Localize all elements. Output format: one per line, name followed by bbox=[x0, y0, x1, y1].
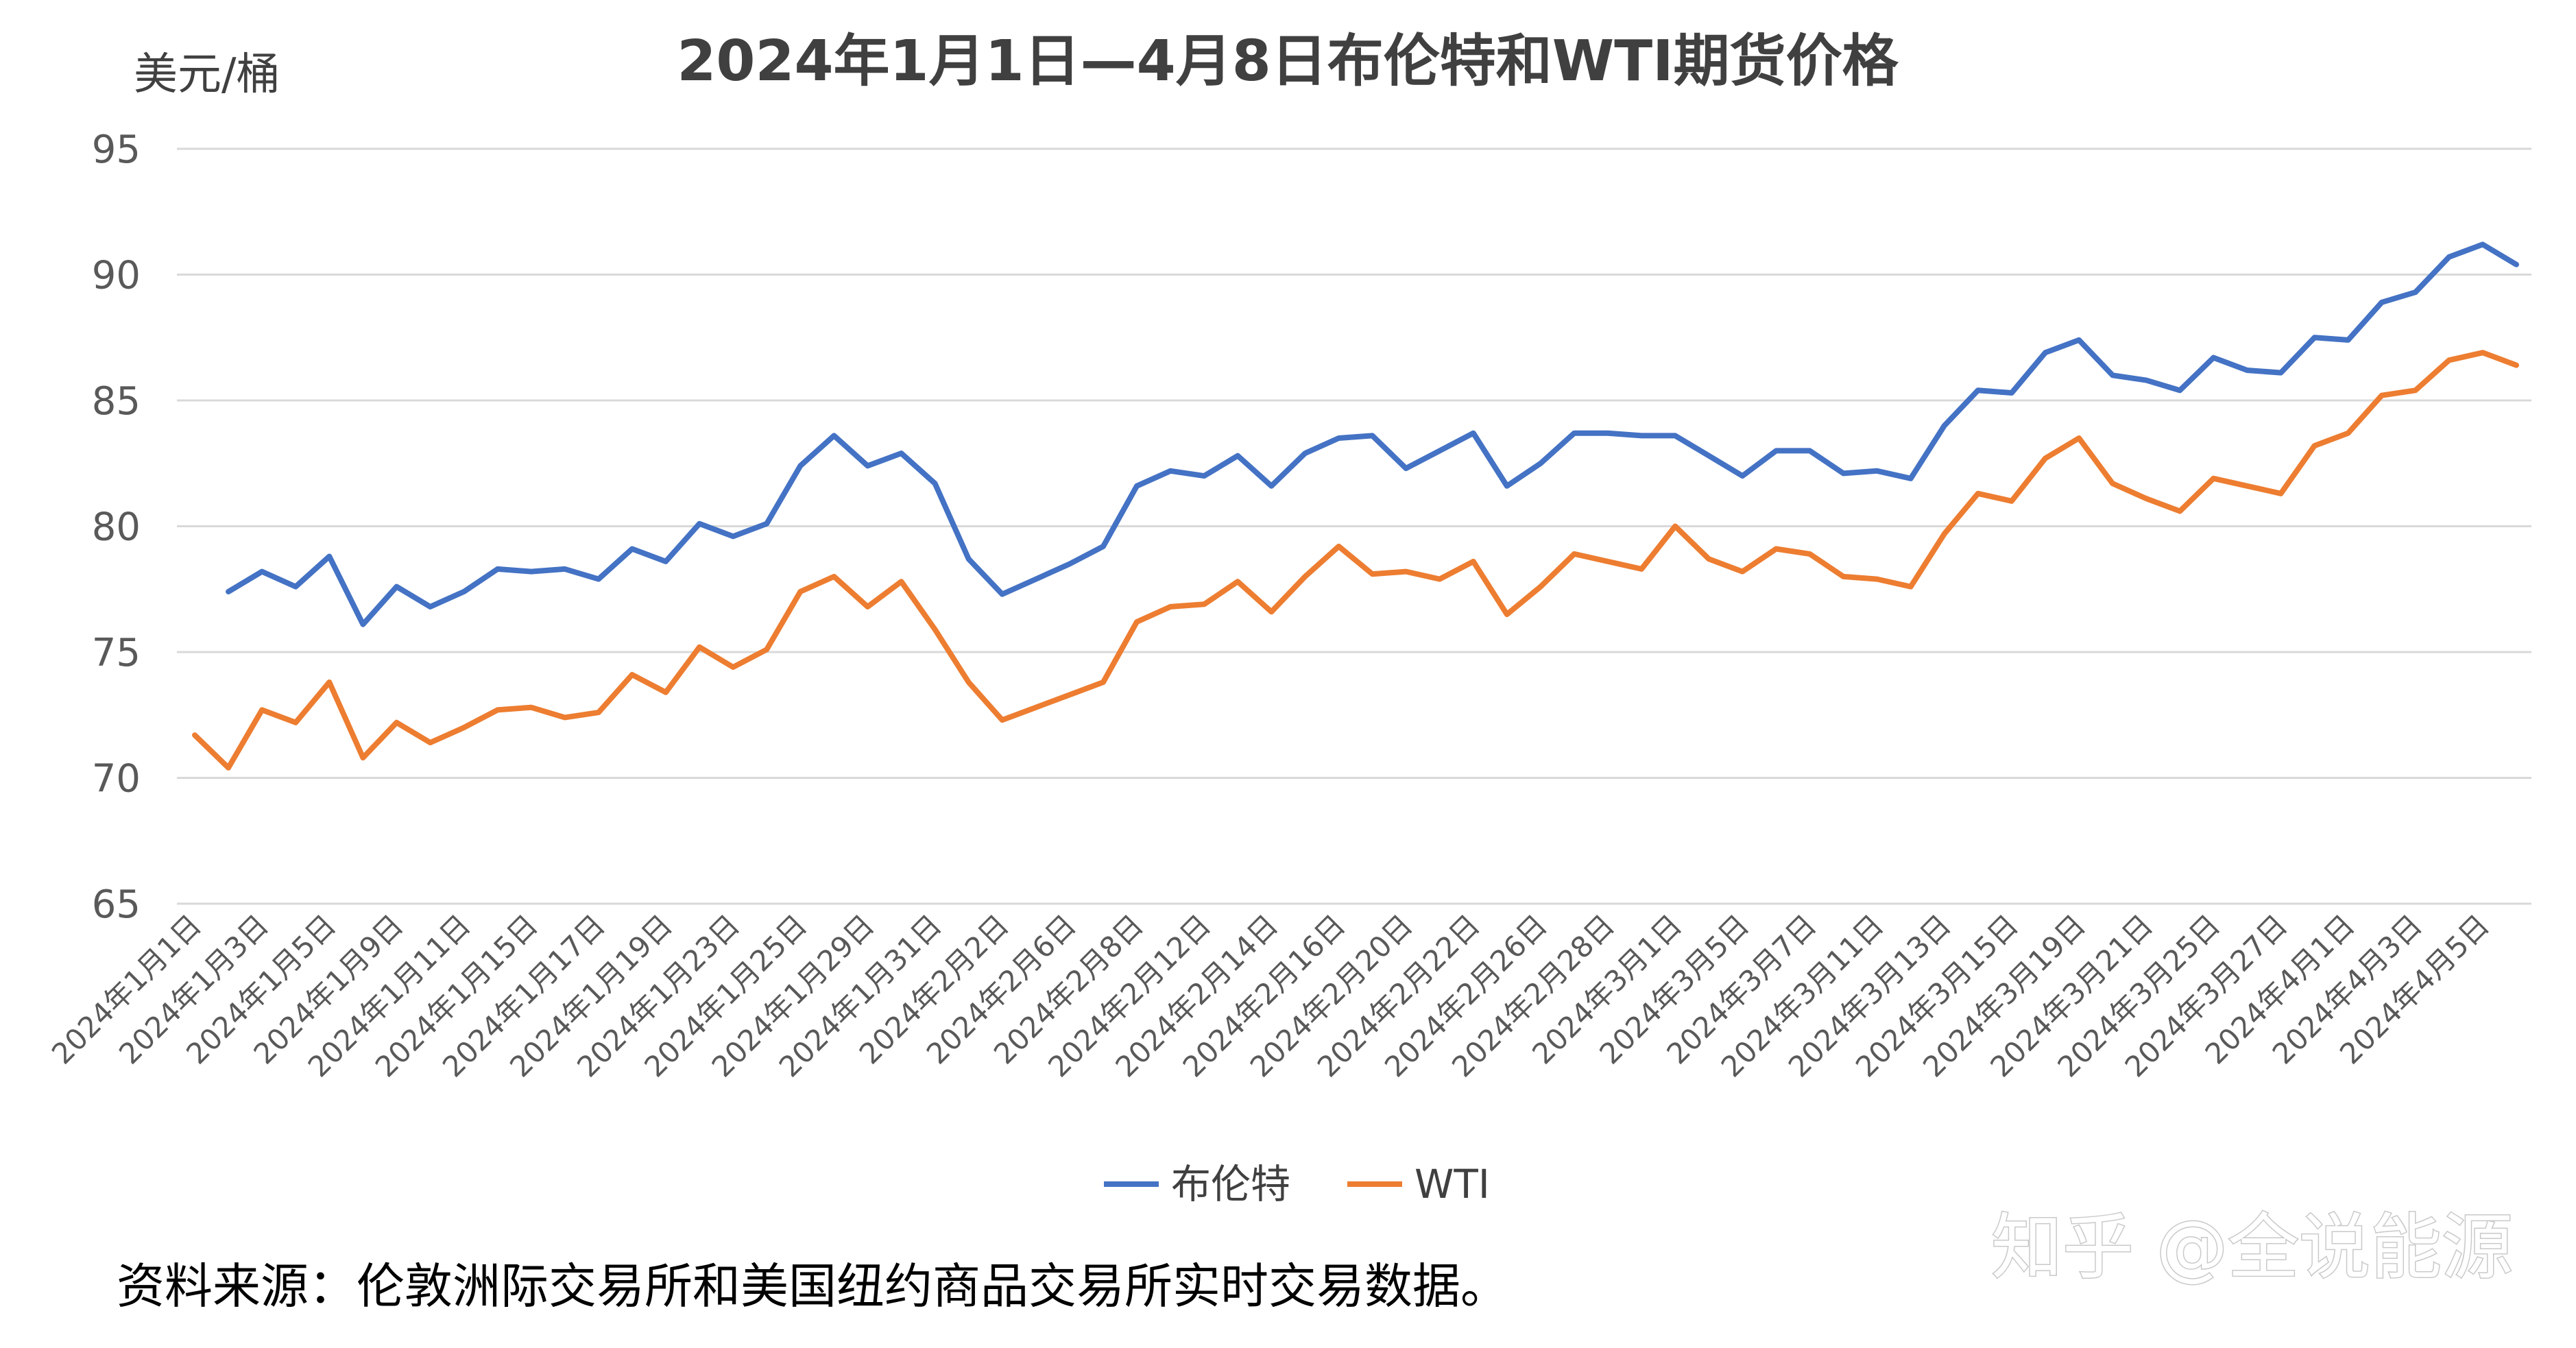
watermark: 知乎 @全说能源 bbox=[1991, 1205, 2513, 1289]
y-axis-unit-label: 美元/桶 bbox=[134, 49, 280, 100]
x-axis-ticks: 2024年1月1日2024年1月3日2024年1月5日2024年1月9日2024… bbox=[45, 908, 2496, 1083]
legend: 布伦特 WTI bbox=[1104, 1161, 1490, 1207]
y-axis-ticks: 65 70 75 80 85 90 95 bbox=[92, 128, 141, 927]
gridlines bbox=[177, 147, 2531, 905]
chart-title: 2024年1月1日—4月8日布伦特和WTI期货价格 bbox=[677, 29, 1899, 94]
source-note: 资料来源：伦敦洲际交易所和美国纽约商品交易所实时交易数据。 bbox=[117, 1258, 1508, 1314]
y-tick-label: 70 bbox=[92, 757, 141, 802]
y-tick-label: 95 bbox=[92, 128, 141, 172]
series-line-wti bbox=[192, 350, 2519, 771]
y-tick-label: 65 bbox=[92, 882, 141, 927]
series-lines bbox=[192, 241, 2519, 771]
legend-label-brent: 布伦特 bbox=[1171, 1161, 1290, 1207]
series-line-brent bbox=[226, 241, 2519, 627]
y-tick-label: 90 bbox=[92, 254, 141, 298]
y-tick-label: 80 bbox=[92, 505, 141, 550]
y-tick-label: 85 bbox=[92, 379, 141, 424]
legend-label-wti: WTI bbox=[1415, 1161, 1490, 1207]
y-tick-label: 75 bbox=[92, 631, 141, 675]
